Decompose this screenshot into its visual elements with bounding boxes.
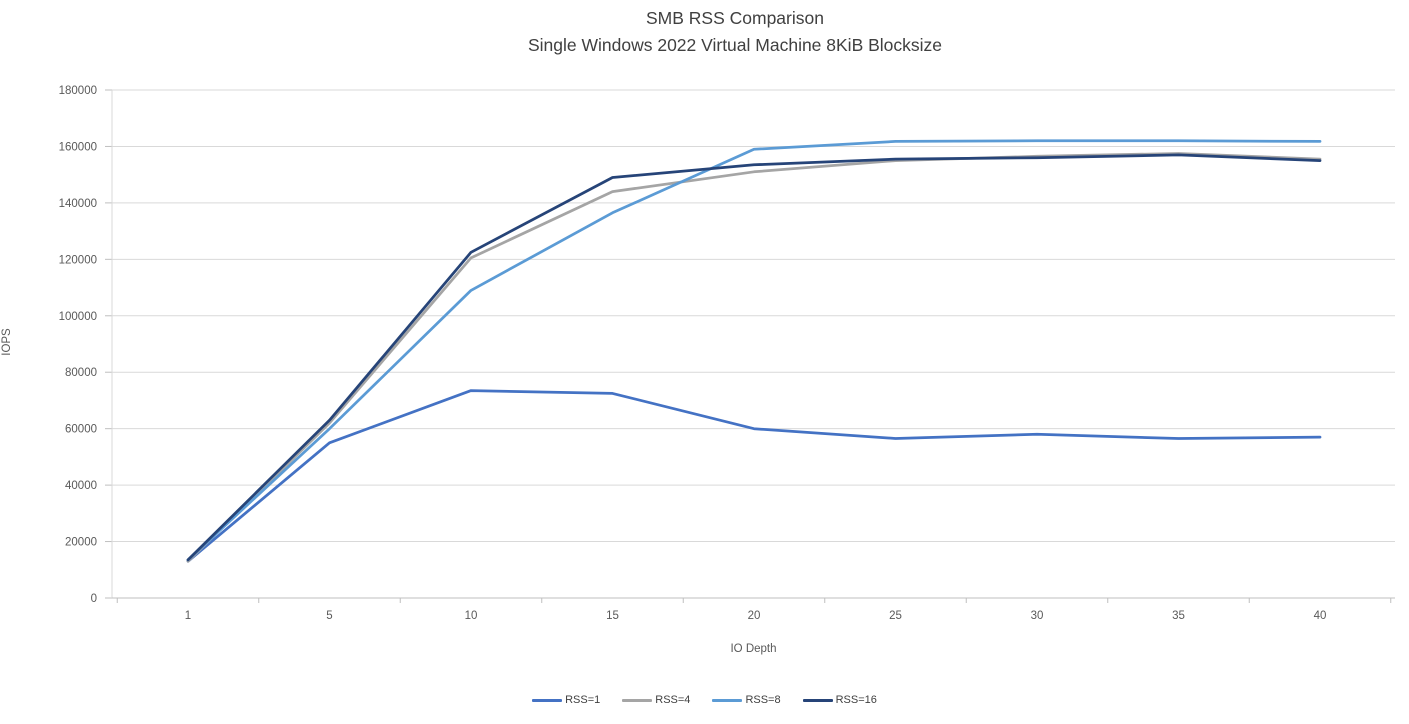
- x-tick-label: 5: [326, 610, 332, 622]
- y-axis-title: IOPS: [1, 328, 13, 356]
- x-tick-label: 40: [1314, 610, 1327, 622]
- legend-item-rss-4: RSS=4: [622, 694, 690, 706]
- legend: RSS=1 RSS=4 RSS=8 RSS=16: [0, 694, 1409, 706]
- y-tick-label: 160000: [59, 141, 97, 153]
- chart-title: SMB RSS Comparison: [646, 8, 824, 28]
- series-line-rss-4: [186, 152, 1322, 563]
- legend-line-swatch-icon: [802, 698, 833, 702]
- series-line-rss-16: [186, 153, 1322, 562]
- y-tick-label: 80000: [65, 367, 97, 379]
- x-tick-label: 15: [606, 610, 619, 622]
- x-tick-label: 20: [748, 610, 761, 622]
- x-axis-title: IO Depth: [730, 643, 777, 655]
- y-tick-label: 120000: [59, 254, 97, 266]
- legend-item-rss-8: RSS=8: [712, 694, 781, 706]
- legend-item-rss-1: RSS=1: [532, 694, 600, 706]
- y-tick-label: 20000: [65, 537, 97, 549]
- chart-canvas: 0 20000 40000 60000 80000 100000 120000 140000 1…: [59, 85, 1395, 622]
- y-tick-label: 0: [91, 593, 97, 605]
- x-tick-label: 30: [1031, 610, 1044, 622]
- legend-label: RSS=4: [655, 694, 691, 706]
- x-tick-label: 25: [889, 610, 902, 622]
- x-tick-label: 35: [1172, 610, 1185, 622]
- y-tick-label: 180000: [59, 85, 97, 97]
- y-tick-label: 140000: [59, 198, 97, 210]
- series-line-rss-1: [186, 389, 1322, 563]
- y-tick-label: 100000: [59, 311, 97, 323]
- x-tick-label: 10: [465, 610, 478, 622]
- legend-item-rss-16: RSS=16: [802, 694, 877, 706]
- legend-label: RSS=16: [835, 694, 877, 706]
- legend-line-swatch-icon: [622, 698, 653, 702]
- chart-subtitle: Single Windows 2022 Virtual Machine 8KiB…: [527, 35, 943, 55]
- legend-label: RSS=1: [565, 694, 601, 706]
- legend-label: RSS=8: [745, 694, 781, 706]
- chart-title-block: SMB RSS Comparison Single Windows 2022 V…: [80, 5, 1390, 59]
- y-tick-label: 60000: [65, 424, 97, 436]
- legend-line-swatch-icon: [712, 698, 743, 702]
- legend-line-swatch-icon: [532, 698, 563, 702]
- series-line-rss-8: [186, 139, 1322, 562]
- x-tick-label: 1: [185, 610, 191, 622]
- y-tick-label: 40000: [65, 480, 97, 492]
